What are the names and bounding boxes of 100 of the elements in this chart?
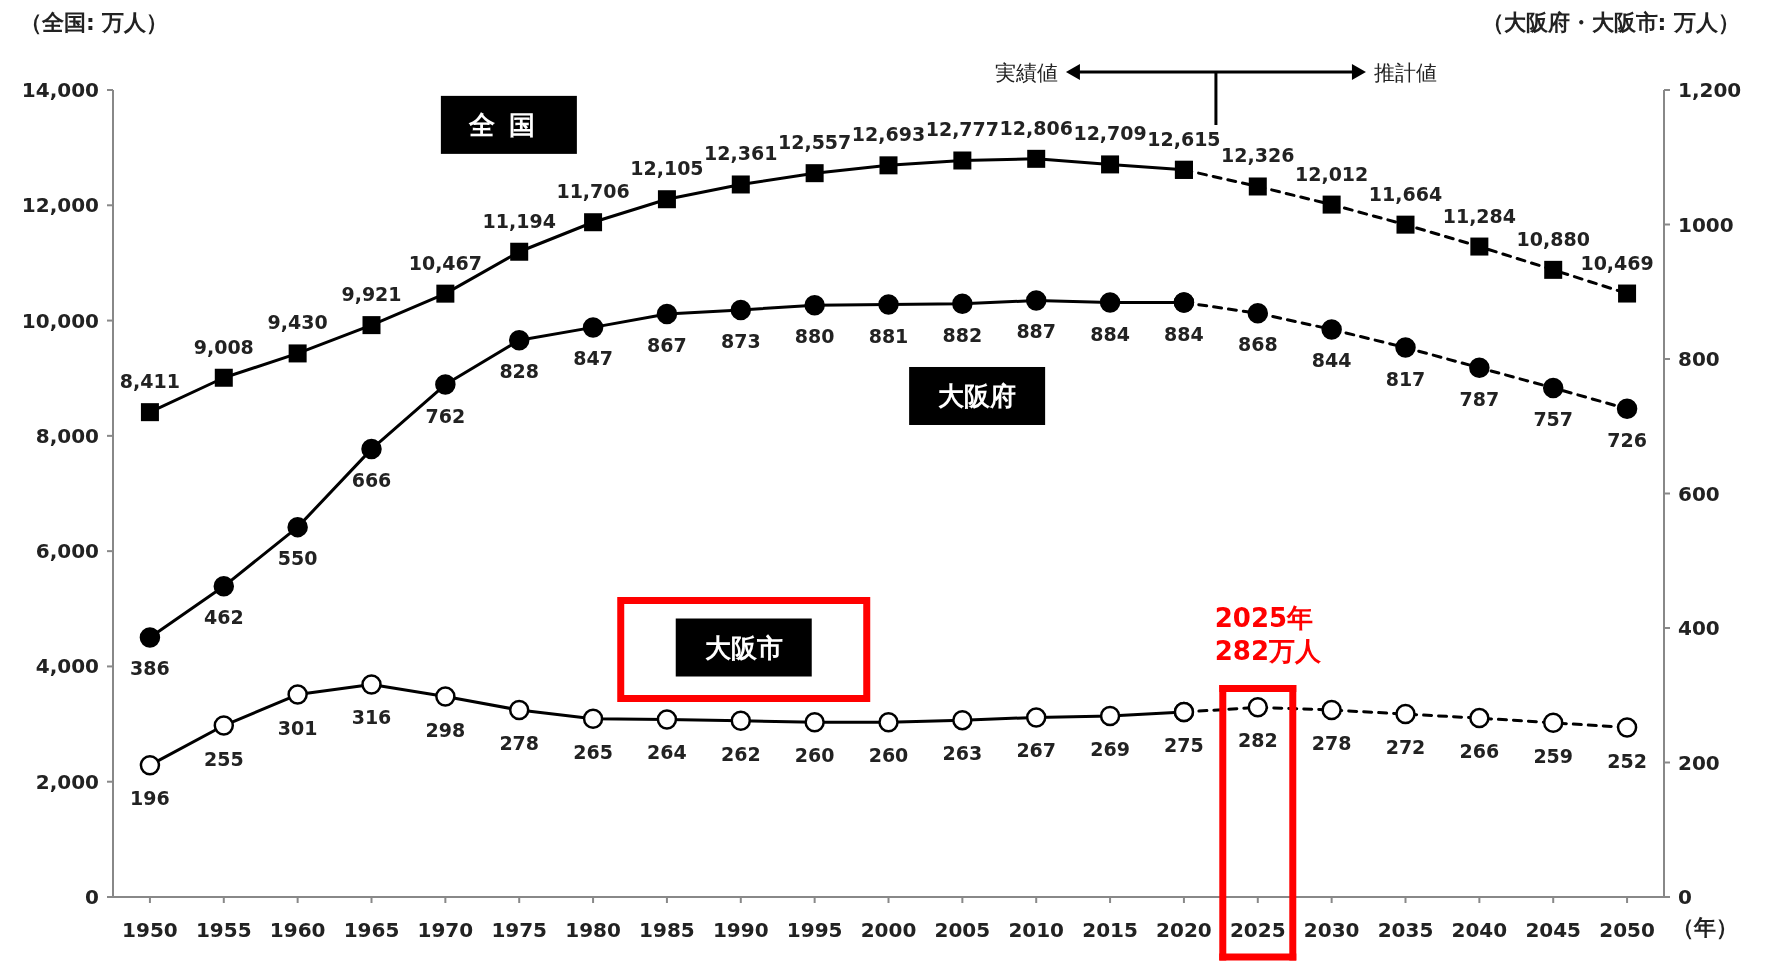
data-label: 9,008 [193, 335, 254, 358]
y-tick-label: 14,000 [21, 78, 99, 102]
data-label: 278 [499, 732, 540, 755]
data-label: 386 [130, 657, 170, 680]
data-label: 12,615 [1147, 127, 1221, 150]
data-label: 275 [1164, 734, 1204, 757]
data-label: 884 [1164, 322, 1204, 345]
x-tick-label: 2000 [860, 918, 917, 942]
data-label: 262 [720, 742, 761, 765]
data-label: 12,557 [777, 131, 852, 154]
data-label: 12,777 [925, 118, 1000, 141]
data-label: 880 [794, 325, 835, 348]
data-label: 844 [1311, 349, 1352, 372]
data-label: 462 [203, 606, 244, 629]
x-tick-label: 2020 [1156, 918, 1212, 942]
x-tick-label: 2010 [1008, 918, 1065, 942]
data-label: 787 [1459, 387, 1500, 410]
x-tick-label: 2040 [1451, 918, 1508, 942]
data-label: 282 [1237, 729, 1278, 752]
annotation: 2025年 282万人 [1214, 602, 1323, 666]
data-label: 12,709 [1073, 122, 1147, 145]
x-tick-label: 1970 [417, 918, 474, 942]
y-axis-title: （全国: 万人） [20, 10, 169, 35]
x-tick-label: 1950 [122, 918, 178, 942]
data-label: 265 [573, 740, 613, 763]
text: 大阪市 [704, 632, 783, 663]
x-tick-label: 2050 [1599, 918, 1655, 942]
x-tick-label: 1980 [565, 918, 621, 942]
data-label: 11,706 [556, 180, 630, 203]
text: 大阪府 [938, 380, 1017, 411]
data-label: 12,326 [1221, 144, 1295, 167]
data-label: 301 [277, 716, 318, 739]
data-label: 550 [277, 547, 318, 570]
data-label: 847 [573, 347, 613, 370]
x-tick-label: 2005 [934, 918, 991, 942]
y-tick-label: 6,000 [35, 539, 99, 564]
data-label: 298 [425, 718, 466, 741]
data-label: 9,921 [341, 283, 402, 306]
data-label: 272 [1385, 736, 1426, 759]
data-label: 868 [1237, 333, 1278, 356]
data-label: 757 [1533, 407, 1574, 430]
x-tick-label: 2045 [1525, 918, 1582, 942]
data-label: 817 [1385, 367, 1426, 390]
y-tick-label: 2,000 [35, 769, 99, 794]
data-label: 263 [942, 742, 983, 765]
y-tick-label: 4,000 [35, 654, 99, 679]
data-label: 867 [647, 333, 687, 356]
data-label: 887 [1016, 320, 1057, 343]
y2-tick-label: 800 [1678, 347, 1720, 371]
data-label: 264 [647, 741, 687, 764]
y2-tick-label: 1000 [1678, 212, 1734, 237]
x-tick-label: 2030 [1303, 918, 1360, 942]
text: 全国 [467, 109, 549, 140]
x-tick-label: 1990 [712, 918, 769, 942]
data-label: 873 [720, 329, 761, 352]
data-label: 12,806 [999, 116, 1073, 139]
y2-tick-label: 400 [1678, 616, 1720, 640]
data-label: 260 [794, 744, 835, 767]
text: 推計値 [1373, 61, 1437, 85]
x-tick-label: 1960 [269, 918, 326, 942]
x-tick-label: 2015 [1082, 918, 1138, 942]
data-label: 266 [1459, 740, 1500, 763]
data-label: 11,284 [1442, 204, 1517, 227]
y-tick-label: 0 [85, 885, 99, 909]
data-label: 762 [425, 404, 466, 427]
text: 実績値 [994, 61, 1058, 85]
data-label: 881 [868, 324, 909, 347]
y2-tick-label: 200 [1678, 750, 1720, 775]
x-tick-label: 1965 [343, 918, 400, 942]
data-label: 252 [1607, 749, 1647, 772]
data-label: 8,411 [119, 370, 180, 393]
data-label: 9,430 [267, 311, 328, 334]
data-label: 267 [1016, 739, 1057, 762]
data-label: 196 [130, 787, 170, 810]
data-label: 260 [868, 744, 909, 767]
data-label: 12,105 [630, 157, 704, 180]
x-tick-label: 1985 [639, 918, 695, 942]
data-label: 278 [1311, 732, 1352, 755]
data-label: 882 [942, 323, 983, 346]
data-label: 10,469 [1580, 251, 1654, 274]
y2-tick-label: 600 [1678, 481, 1720, 506]
data-label: 255 [203, 747, 244, 770]
y-tick-label: 10,000 [21, 308, 99, 333]
x-axis-title: （年） [1672, 915, 1738, 940]
x-tick-label: 2035 [1377, 918, 1434, 942]
data-label: 12,012 [1294, 162, 1369, 185]
data-label: 259 [1533, 744, 1574, 767]
y-tick-label: 8,000 [35, 423, 99, 448]
x-tick-label: 2025 [1229, 918, 1286, 942]
y2-tick-label: 1,200 [1678, 78, 1742, 102]
data-label: 10,467 [408, 251, 483, 274]
data-label: 11,194 [482, 209, 556, 232]
x-tick-label: 1995 [786, 918, 843, 942]
data-label: 884 [1090, 322, 1130, 345]
y2-tick-label: 0 [1678, 885, 1692, 909]
data-label: 12,361 [704, 142, 778, 165]
y2-axis-title: （大阪府・大阪市: 万人） [1481, 10, 1740, 35]
data-label: 666 [351, 469, 392, 492]
data-label: 316 [351, 706, 392, 729]
data-label: 269 [1090, 738, 1130, 761]
